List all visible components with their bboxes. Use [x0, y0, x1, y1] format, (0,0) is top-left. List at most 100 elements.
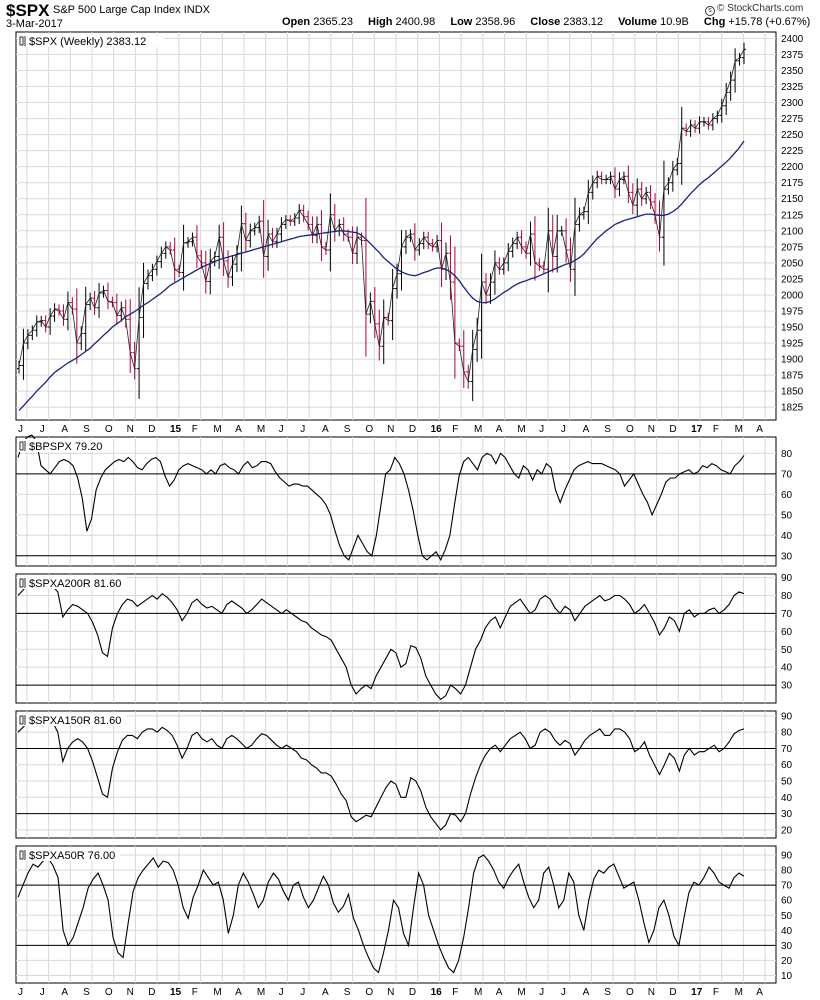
price-bar [475, 317, 480, 362]
y-tick-label: 1950 [781, 323, 804, 334]
panel-frame [15, 31, 777, 421]
price-bar [613, 167, 618, 199]
y-tick-label: 2200 [781, 162, 804, 173]
panel-legend: $SPXA150R 81.60 [18, 713, 127, 727]
price-bar [537, 258, 542, 271]
x-tick-label: N [127, 987, 134, 998]
legend-icon [19, 850, 24, 860]
x-tick-label: J [300, 424, 305, 435]
x-tick-label: A [61, 424, 68, 435]
price-bar [52, 303, 57, 322]
price-bar [17, 360, 21, 374]
price-bar [306, 210, 311, 231]
y-tick-label: 20 [781, 825, 793, 836]
x-axis-labels-bottom: J J A S O N D 15 F M A M J J A S O N D 16 F M A M J J A S O N D 17 F M A [18, 987, 763, 998]
price-bar [266, 219, 271, 271]
price-bar [128, 299, 133, 373]
ohlc-summary: Open 2365.23 High 2400.98 Low 2358.96 Cl… [282, 16, 820, 28]
y-tick-label: 50 [781, 777, 793, 788]
x-tick-label: A [496, 424, 503, 435]
price-bar [586, 179, 591, 225]
price-bar [159, 246, 164, 269]
price-bar [226, 250, 231, 288]
open-label: Open [282, 16, 311, 28]
x-axis-labels-top: J J A S O N D 15 F M A M J J A S O N D 16 F M A M J J A S O N D 17 F M A [18, 424, 763, 435]
price-bar [466, 364, 471, 389]
y-tick-label: 80 [781, 728, 793, 739]
price-bar [541, 261, 546, 275]
panel-frame [15, 573, 777, 704]
price-bar [65, 291, 70, 331]
y-tick-label: 70 [781, 744, 793, 755]
x-tick-label: D [148, 424, 155, 435]
price-bar [119, 301, 124, 322]
indicator-line [17, 582, 745, 701]
price-bar [381, 299, 386, 365]
price-bar [34, 315, 39, 337]
chart-panel-spx: 1825 1850 1875 1900 1925 1950 1975 2000 2025 2050… [15, 31, 804, 421]
x-tick-label: D [148, 987, 155, 998]
price-bar [408, 229, 413, 242]
y-tick-label: 20 [781, 956, 793, 967]
legend-label: $SPXA50R 76.00 [29, 850, 115, 862]
price-bar [70, 297, 75, 315]
price-bar [230, 255, 235, 286]
price-bar [595, 170, 600, 189]
x-tick-label: D [669, 987, 676, 998]
brand-text: © StockCharts.com [717, 3, 804, 14]
legend-label: $SPX (Weekly) 2383.12 [29, 36, 146, 48]
price-bar [742, 42, 746, 65]
x-tick-label: 16 [431, 987, 443, 998]
price-bar [621, 171, 626, 185]
price-bar [368, 292, 373, 324]
price-bar [572, 197, 577, 296]
x-tick-label: J [18, 987, 23, 998]
price-bar [292, 213, 297, 226]
price-bar [577, 207, 582, 232]
symbol-title: $SPX [6, 1, 50, 20]
ohlc-bars [17, 42, 746, 402]
chart-date: 3-Mar-2017 [6, 18, 63, 30]
moving-average-line [18, 140, 745, 411]
x-tick-label: M [257, 424, 265, 435]
price-bar [21, 328, 26, 380]
legend-bg [18, 713, 127, 726]
y-tick-label: 2350 [781, 66, 804, 77]
price-bar [693, 120, 698, 133]
panel-legend: $SPXA200R 81.60 [18, 576, 127, 590]
x-tick-label: 16 [431, 424, 443, 435]
price-bar [519, 230, 524, 255]
brand-link[interactable]: s © StockCharts.com [705, 3, 803, 16]
price-bar [172, 237, 177, 282]
x-tick-label: N [387, 987, 394, 998]
price-bar [88, 292, 93, 311]
y-tick-label: 50 [781, 510, 793, 521]
price-bar [199, 250, 204, 269]
price-bar [470, 329, 475, 402]
y-tick-label: 60 [781, 896, 793, 907]
price-bar [719, 98, 724, 123]
price-bar [706, 117, 711, 130]
chg-label: Chg [703, 16, 726, 28]
price-bar [363, 197, 368, 357]
x-tick-label: M [257, 987, 265, 998]
y-tick-label: 30 [781, 941, 793, 952]
x-tick-label: 15 [170, 424, 182, 435]
price-bar [710, 113, 715, 131]
x-tick-label: F [452, 424, 458, 435]
x-tick-label: J [561, 424, 566, 435]
price-bar [141, 262, 146, 339]
price-bar [559, 226, 564, 236]
y-tick-label: 2125 [781, 210, 804, 221]
price-bar [74, 288, 79, 364]
y-tick-label: 1925 [781, 339, 804, 350]
y-tick-label: 50 [781, 911, 793, 922]
x-tick-label: S [83, 987, 90, 998]
price-bar [670, 160, 675, 192]
legend-label: $SPXA200R 81.60 [29, 578, 121, 590]
panel-legend: $SPX (Weekly) 2383.12 [18, 34, 165, 48]
price-bar [79, 326, 84, 351]
x-tick-label: N [648, 987, 655, 998]
price-bar [666, 177, 671, 195]
